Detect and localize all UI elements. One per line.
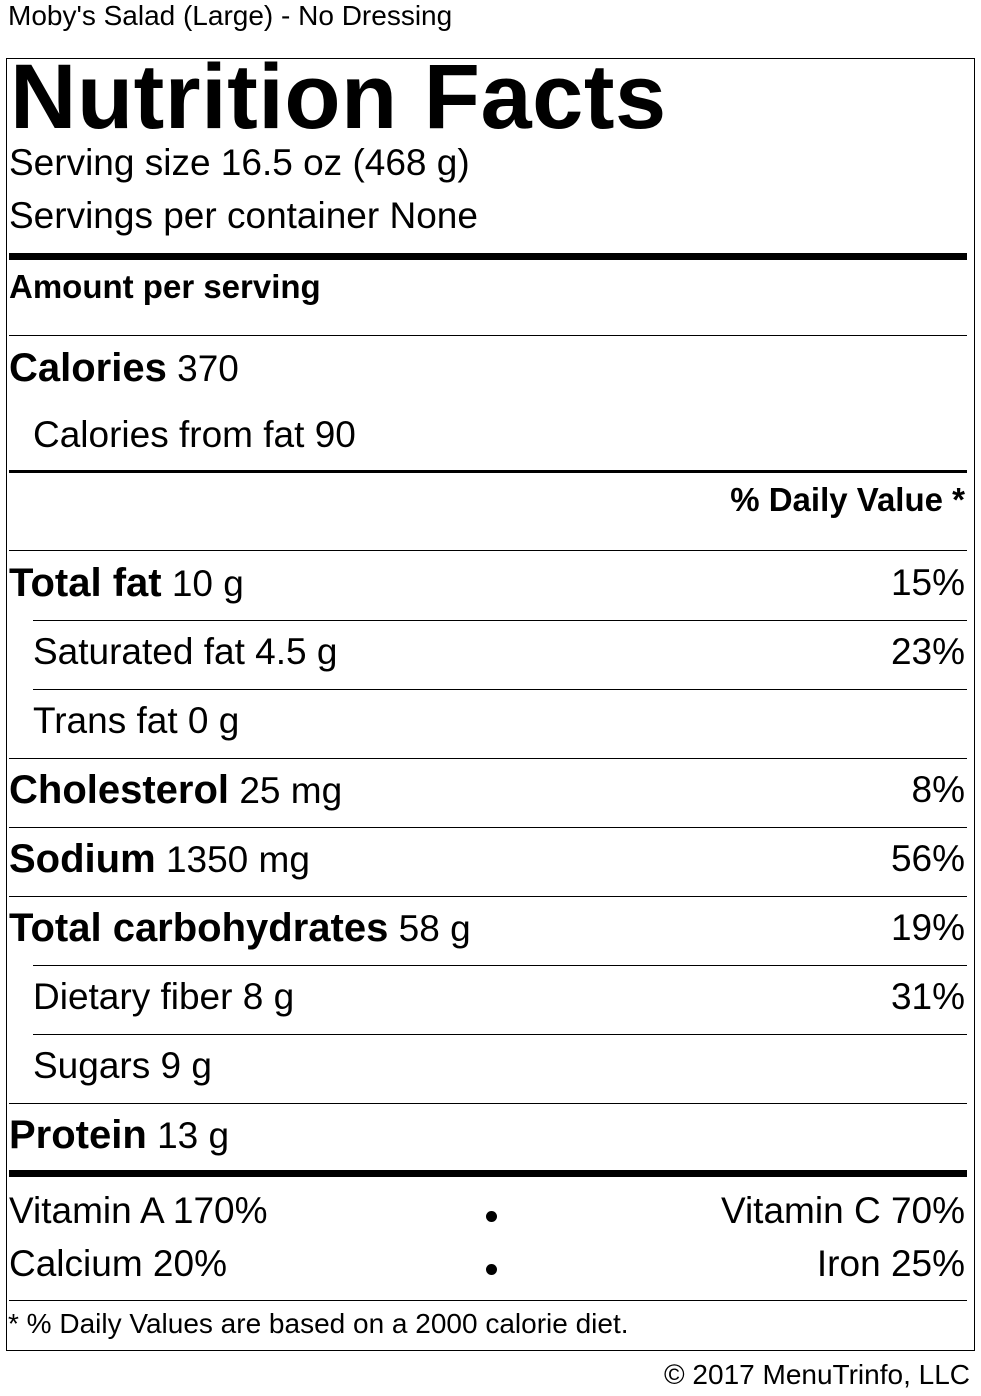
nutrient-row-protein: Protein 13 g	[0, 1107, 981, 1163]
nutrient-label: Cholesterol 25 mg	[9, 768, 343, 812]
divider	[9, 1103, 967, 1104]
nutrient-label: Protein 13 g	[9, 1113, 230, 1157]
nutrient-daily-value: 15%	[890, 562, 965, 603]
thick-divider	[9, 253, 967, 260]
nutrient-daily-value: 8%	[911, 769, 965, 810]
calcium: Calcium 20%	[9, 1243, 227, 1284]
document-title: Moby's Salad (Large) - No Dressing	[8, 0, 453, 31]
nutrient-label: Trans fat 0 g	[33, 700, 240, 741]
nutrient-label: Dietary fiber 8 g	[33, 976, 295, 1017]
nutrient-label: Saturated fat 4.5 g	[33, 631, 338, 672]
divider	[33, 689, 967, 690]
nutrient-daily-value: 19%	[890, 907, 965, 948]
nutrient-label: Total fat 10 g	[9, 561, 244, 605]
calories-from-fat-label: Calories from fat 90	[33, 414, 356, 455]
nutrition-label	[6, 58, 975, 1351]
copyright-notice: © 2017 MenuTrinfo, LLC	[664, 1359, 970, 1390]
divider	[33, 965, 967, 966]
divider	[9, 1300, 967, 1301]
divider	[9, 550, 967, 551]
iron: Iron 25%	[816, 1243, 965, 1284]
divider	[9, 827, 967, 828]
nutrient-row-saturated-fat: Saturated fat 4.5 g 23%	[0, 624, 981, 680]
calories-row: Calories 370	[0, 340, 981, 396]
nutrient-row-trans-fat: Trans fat 0 g	[0, 693, 981, 749]
bullet-icon	[486, 1211, 497, 1222]
nutrient-label: Total carbohydrates 58 g	[9, 906, 471, 950]
nutrient-row-sodium: Sodium 1350 mg 56%	[0, 831, 981, 887]
nutrient-daily-value: 31%	[890, 976, 965, 1017]
vitamin-a: Vitamin A 170%	[9, 1190, 268, 1231]
medium-divider	[9, 470, 967, 473]
servings-per-container: Servings per container None	[9, 195, 478, 236]
nutrient-row-sugars: Sugars 9 g	[0, 1038, 981, 1094]
nutrition-facts-heading: Nutrition Facts	[10, 46, 667, 148]
daily-value-footnote: * % Daily Values are based on a 2000 cal…	[8, 1308, 629, 1339]
nutrient-daily-value: 56%	[890, 838, 965, 879]
nutrient-row-total-fat: Total fat 10 g 15%	[0, 555, 981, 611]
calories-from-fat-row: Calories from fat 90	[0, 407, 981, 463]
vitamin-c: Vitamin C 70%	[720, 1190, 965, 1231]
divider	[9, 896, 967, 897]
divider	[33, 1034, 967, 1035]
daily-value-header: % Daily Value *	[730, 481, 965, 518]
nutrient-row-total-carbohydrates: Total carbohydrates 58 g 19%	[0, 900, 981, 956]
bullet-icon	[486, 1264, 497, 1275]
nutrient-daily-value: 23%	[890, 631, 965, 672]
serving-size: Serving size 16.5 oz (468 g)	[9, 142, 470, 183]
divider	[9, 335, 967, 336]
calories-label: Calories 370	[9, 346, 239, 390]
divider	[33, 620, 967, 621]
thick-divider	[9, 1170, 967, 1177]
nutrient-label: Sugars 9 g	[33, 1045, 212, 1086]
nutrient-row-cholesterol: Cholesterol 25 mg 8%	[0, 762, 981, 818]
divider	[9, 758, 967, 759]
amount-per-serving: Amount per serving	[9, 268, 321, 305]
nutrient-label: Sodium 1350 mg	[9, 837, 310, 881]
nutrient-row-dietary-fiber: Dietary fiber 8 g 31%	[0, 969, 981, 1025]
